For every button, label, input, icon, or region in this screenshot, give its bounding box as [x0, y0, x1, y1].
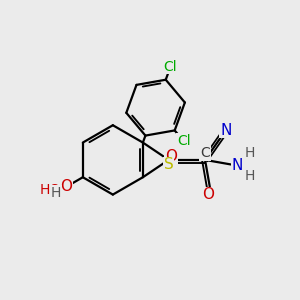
Text: H: H: [245, 146, 255, 160]
Text: O: O: [165, 148, 177, 164]
Text: H: H: [245, 169, 255, 182]
Text: Cl: Cl: [164, 60, 177, 74]
Text: N: N: [232, 158, 243, 173]
Text: N: N: [220, 123, 232, 138]
Text: O: O: [202, 187, 214, 202]
Text: HO: HO: [40, 183, 62, 196]
Text: Cl: Cl: [177, 134, 190, 148]
Text: O: O: [61, 179, 73, 194]
Text: C: C: [200, 146, 210, 160]
Text: S: S: [164, 157, 174, 172]
Text: H: H: [51, 186, 62, 200]
